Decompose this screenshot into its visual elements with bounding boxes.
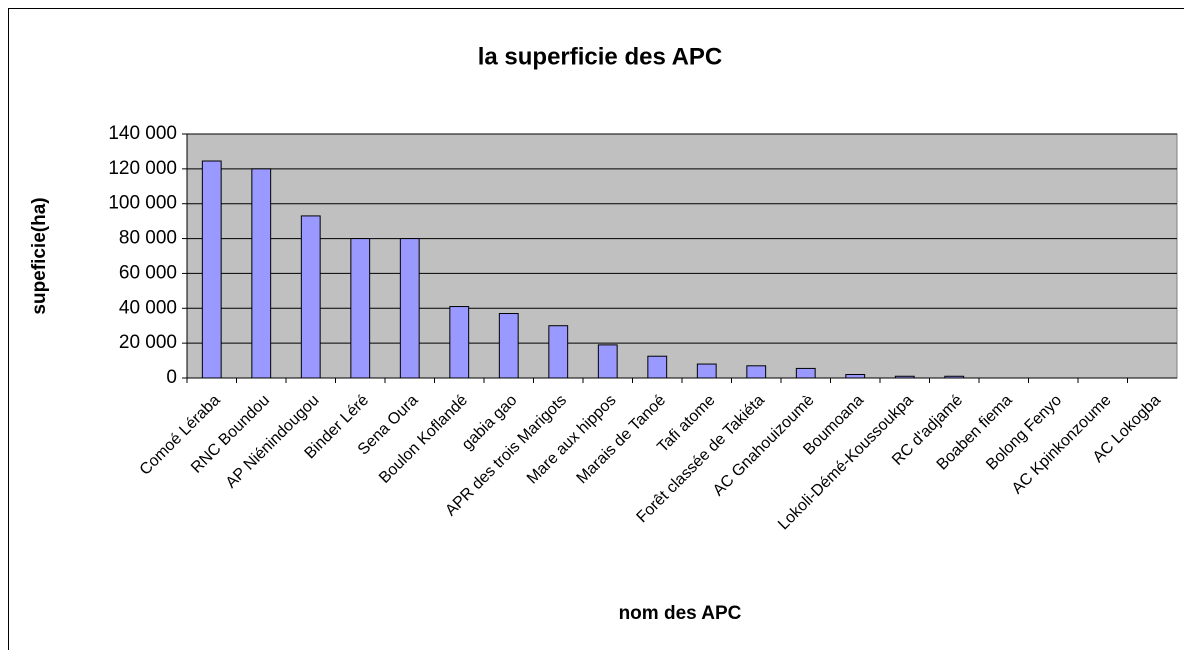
- bar: [350, 238, 371, 379]
- y-axis-title: supeficie(ha): [29, 197, 50, 314]
- y-tick-label: 20 000: [119, 332, 177, 353]
- y-tick-label: 120 000: [108, 158, 177, 179]
- y-tick-label: 40 000: [119, 297, 177, 318]
- bar: [795, 367, 816, 379]
- bar: [300, 215, 321, 379]
- bar: [696, 363, 717, 379]
- y-tick-label: 60 000: [119, 262, 177, 283]
- bar: [647, 355, 668, 379]
- bar: [746, 365, 767, 379]
- x-axis-title: nom des APC: [619, 603, 742, 624]
- bar: [251, 168, 272, 379]
- y-tick-label: 100 000: [108, 193, 177, 214]
- bar: [201, 160, 222, 379]
- plot-area: [186, 133, 1178, 379]
- y-tick-label: 0: [166, 367, 177, 388]
- chart-title: la superficie des APC: [478, 43, 723, 70]
- bar: [498, 313, 519, 379]
- y-tick-label: 80 000: [119, 228, 177, 249]
- bar: [548, 325, 569, 379]
- bar: [597, 344, 618, 379]
- bar: [845, 374, 866, 379]
- bar: [449, 306, 470, 379]
- y-tick-label: 140 000: [108, 123, 177, 144]
- bar: [399, 238, 420, 379]
